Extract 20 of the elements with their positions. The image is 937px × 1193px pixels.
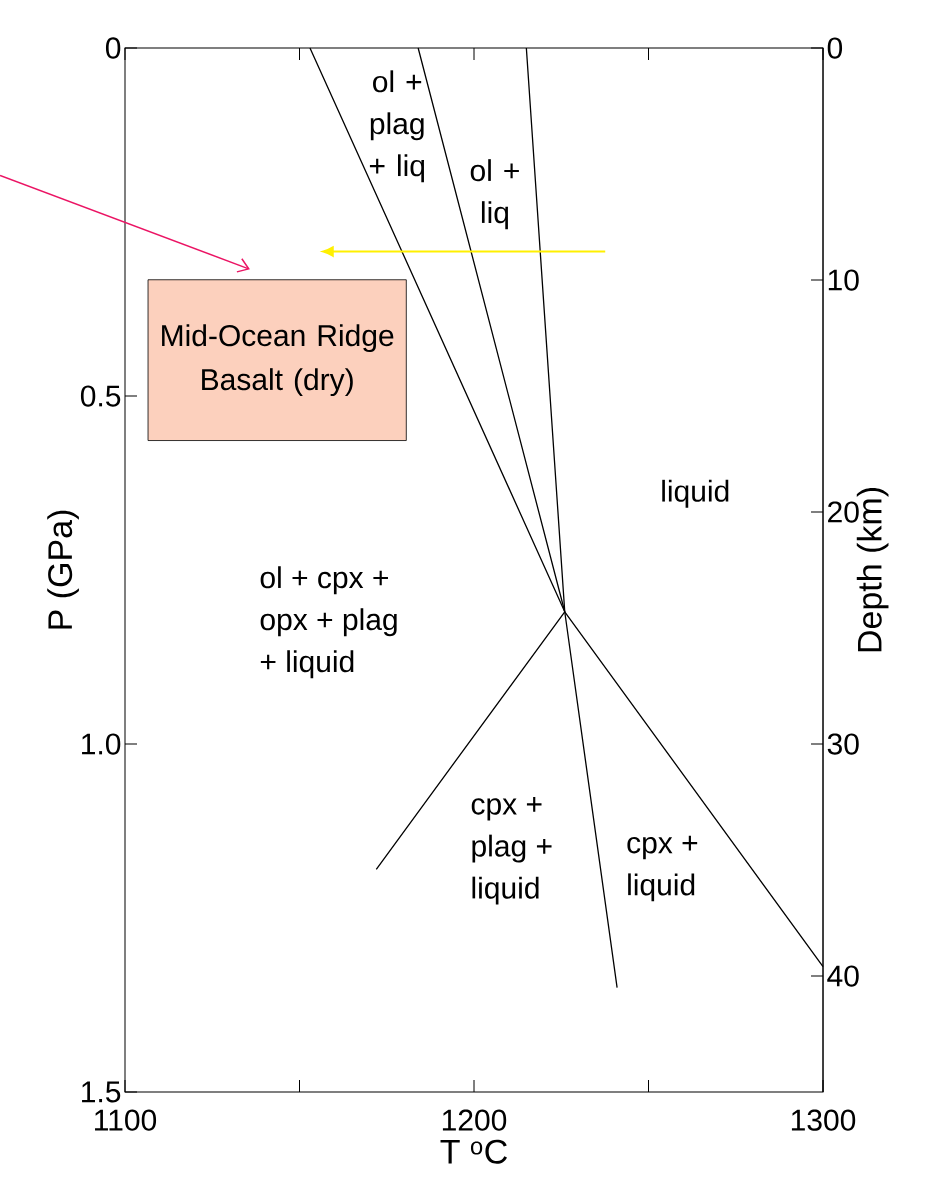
y-axis-title: P (GPa) [47, 510, 79, 629]
annotation: cpx + plag + liquid [471, 797, 552, 905]
y2-tick-label: 10 [828, 269, 859, 291]
annotation: liquid [662, 479, 729, 508]
text: Mid-Ocean Ridge Basalt (dry) [162, 324, 394, 397]
x-tick-label: 1100 [95, 1109, 157, 1131]
annotation: cpx + liquid [627, 835, 698, 902]
annotation: ol + liq [470, 159, 519, 230]
y-tick-label: 0.5 [80, 385, 121, 407]
y2-tick-label: 40 [827, 965, 859, 987]
y-tick-label: 1.5 [82, 1081, 121, 1103]
x-tick-label: 1200 [442, 1109, 507, 1131]
y2-tick-label: 30 [827, 733, 859, 755]
annotation: ol + plag + liq [369, 70, 425, 183]
x-axis-title: T $^{o}$C [440, 1139, 507, 1164]
y-tick-label: 1.0 [82, 733, 121, 755]
annotation: ol + cpx + opx + plag + liquid [260, 566, 397, 679]
x-tick-label: 1300 [791, 1109, 856, 1131]
y-tick-label: 0 [105, 37, 121, 59]
y2-tick-label: 0 [827, 37, 843, 59]
